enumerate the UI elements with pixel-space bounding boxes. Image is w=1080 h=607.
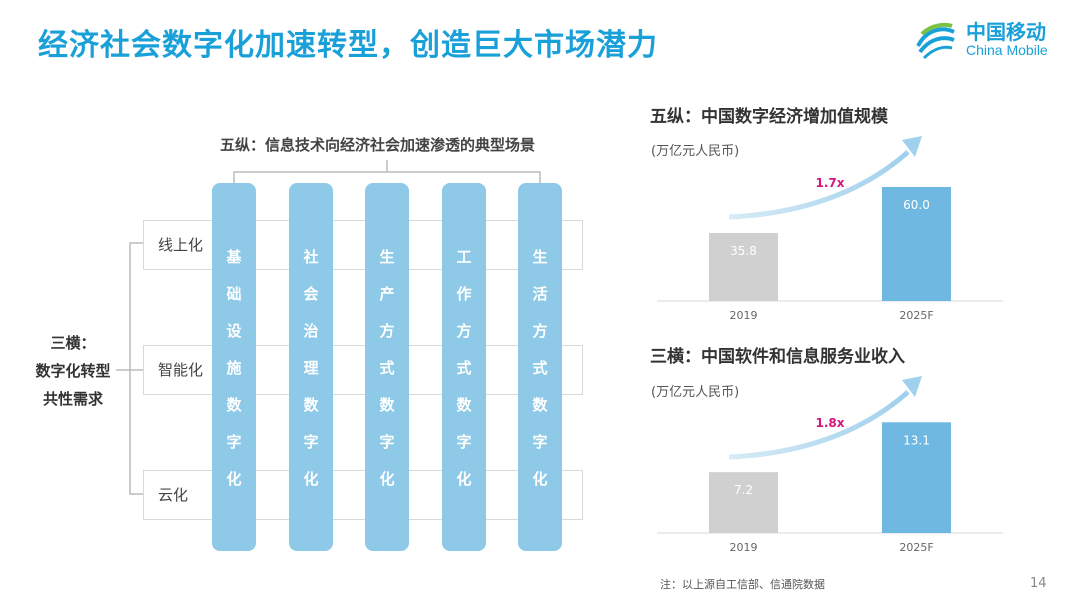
source-note: 注：以上源自工信部、信通院数据 xyxy=(660,578,825,591)
row-label: 智能化 xyxy=(158,361,204,379)
growth-arrow xyxy=(728,390,910,460)
column-char: 方 xyxy=(379,322,395,340)
column-char: 础 xyxy=(226,285,242,303)
bar xyxy=(709,472,778,533)
column-char: 式 xyxy=(532,359,548,377)
logo-text-cn: 中国移动 xyxy=(966,20,1046,44)
column-char: 字 xyxy=(379,433,395,451)
logo-text-en: China Mobile xyxy=(966,42,1048,58)
growth-label: 1.8x xyxy=(816,416,845,430)
columns-title: 五纵：信息技术向经济社会加速渗透的典型场景 xyxy=(220,136,536,154)
growth-arrow-head xyxy=(902,136,922,157)
column-char: 工 xyxy=(456,248,472,266)
column-char: 活 xyxy=(532,285,548,303)
growth-arrow-head xyxy=(902,376,922,397)
row-label: 云化 xyxy=(158,486,189,504)
scenario-column: 基础设施数字化 xyxy=(212,183,256,551)
column-char: 方 xyxy=(532,322,548,340)
bar-value-label: 13.1 xyxy=(903,433,930,447)
column-char: 数 xyxy=(226,396,242,414)
bar-value-label: 7.2 xyxy=(734,483,753,497)
column-char: 化 xyxy=(532,470,548,488)
column-char: 施 xyxy=(226,359,242,377)
growth-arrow xyxy=(728,150,910,220)
column-char: 式 xyxy=(456,359,472,377)
column-char: 治 xyxy=(303,322,319,340)
column-char: 数 xyxy=(532,396,548,414)
chart1-title: 五纵：中国数字经济增加值规模 xyxy=(650,107,888,127)
column-char: 产 xyxy=(379,285,395,303)
category-label: 2019 xyxy=(730,541,758,554)
scenario-column: 生产方式数字化 xyxy=(365,183,409,551)
column-char: 基 xyxy=(226,248,242,266)
bar xyxy=(709,232,778,301)
column-char: 字 xyxy=(226,433,242,451)
bar xyxy=(882,422,951,533)
bar xyxy=(882,187,951,301)
column-char: 生 xyxy=(532,248,548,266)
growth-label: 1.7x xyxy=(816,176,845,190)
column-char: 式 xyxy=(379,359,395,377)
column-char: 作 xyxy=(456,285,472,303)
category-label: 2019 xyxy=(730,309,758,322)
column-char: 数 xyxy=(456,396,472,414)
column-char: 数 xyxy=(303,396,319,414)
left-label-line3: 共性需求 xyxy=(42,390,103,408)
page-number: 14 xyxy=(1030,576,1047,591)
row-label: 线上化 xyxy=(158,236,204,254)
column-char: 理 xyxy=(303,359,319,377)
chart2-unit: (万亿元人民币) xyxy=(651,385,740,400)
logo-mark-icon xyxy=(916,23,955,60)
scenario-column: 生活方式数字化 xyxy=(518,183,562,551)
category-label: 2025F xyxy=(899,309,933,322)
category-label: 2025F xyxy=(899,541,933,554)
page-title: 经济社会数字化加速转型，创造巨大市场潜力 xyxy=(38,28,658,63)
bar-value-label: 60.0 xyxy=(903,198,930,212)
column-char: 生 xyxy=(379,248,395,266)
column-char: 方 xyxy=(456,322,472,340)
scenario-column: 工作方式数字化 xyxy=(442,183,486,551)
column-char: 化 xyxy=(226,470,242,488)
scenario-column: 社会治理数字化 xyxy=(289,183,333,551)
column-char: 化 xyxy=(303,470,319,488)
left-label-line2: 数字化转型 xyxy=(35,362,111,380)
column-char: 字 xyxy=(303,433,319,451)
column-char: 化 xyxy=(379,470,395,488)
column-char: 字 xyxy=(532,433,548,451)
bar-value-label: 35.8 xyxy=(730,244,757,258)
column-char: 设 xyxy=(226,322,242,340)
chart1-unit: (万亿元人民币) xyxy=(651,144,740,159)
chart2-title: 三横：中国软件和信息服务业收入 xyxy=(650,347,905,367)
column-char: 会 xyxy=(303,285,319,303)
left-label-line1: 三横： xyxy=(50,334,96,352)
column-char: 化 xyxy=(456,470,472,488)
column-char: 社 xyxy=(303,248,319,266)
column-char: 字 xyxy=(456,433,472,451)
china-mobile-logo: 中国移动 China Mobile xyxy=(912,14,1062,66)
column-char: 数 xyxy=(379,396,395,414)
